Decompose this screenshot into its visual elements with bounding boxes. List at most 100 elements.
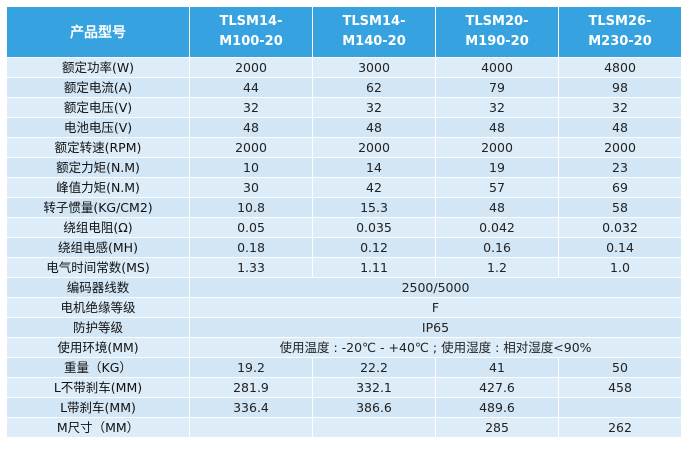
model-4-line2: M230-20 (588, 34, 652, 49)
table-row: M尺寸（MM） 285 262 (6, 417, 682, 438)
table-row: 电气时间常数(MS) 1.33 1.11 1.2 1.0 (6, 257, 682, 278)
row-label: 额定功率(W) (6, 57, 190, 78)
value-cell: 0.032 (558, 217, 682, 238)
value-cell: 0.042 (435, 217, 559, 238)
row-label: 绕组电阻(Ω) (6, 217, 190, 238)
row-label: 绕组电感(MH) (6, 237, 190, 258)
value-cell: 44 (189, 77, 313, 98)
row-label: 额定力矩(N.M) (6, 157, 190, 178)
table-row: 额定电压(V) 32 32 32 32 (6, 97, 682, 118)
value-cell: 3000 (312, 57, 436, 78)
table-row: 重量（KG） 19.2 22.2 41 50 (6, 357, 682, 378)
value-cell: 19 (435, 157, 559, 178)
row-label: L带刹车(MM) (6, 397, 190, 418)
value-cell: 285 (435, 417, 559, 438)
row-label: 编码器线数 (6, 277, 190, 298)
value-cell: 0.14 (558, 237, 682, 258)
value-cell: 23 (558, 157, 682, 178)
value-cell: 386.6 (312, 397, 436, 418)
model-2-line1: TLSM14- (342, 14, 406, 29)
table-row: 额定电流(A) 44 62 79 98 (6, 77, 682, 98)
value-cell: 0.035 (312, 217, 436, 238)
table-row: 电池电压(V) 48 48 48 48 (6, 117, 682, 138)
value-cell: 10.8 (189, 197, 313, 218)
row-label: 额定电压(V) (6, 97, 190, 118)
model-2-line2: M140-20 (342, 34, 406, 49)
table-row: 电机绝缘等级 F (6, 297, 682, 318)
value-cell: 50 (558, 357, 682, 378)
table-row: 转子惯量(KG/CM2) 10.8 15.3 48 58 (6, 197, 682, 218)
model-1-line2: M100-20 (219, 34, 283, 49)
value-cell: 19.2 (189, 357, 313, 378)
merged-value-cell: IP65 (189, 317, 682, 338)
value-cell: 262 (558, 417, 682, 438)
table-row: L不带刹车(MM) 281.9 332.1 427.6 458 (6, 377, 682, 398)
value-cell: 2000 (558, 137, 682, 158)
value-cell: 1.33 (189, 257, 313, 278)
row-label: M尺寸（MM） (6, 417, 190, 438)
value-cell: 1.11 (312, 257, 436, 278)
table-row: 额定力矩(N.M) 10 14 19 23 (6, 157, 682, 178)
value-cell: 427.6 (435, 377, 559, 398)
value-cell: 2000 (312, 137, 436, 158)
row-label: 额定转速(RPM) (6, 137, 190, 158)
value-cell: 48 (435, 117, 559, 138)
value-cell: 62 (312, 77, 436, 98)
value-cell: 41 (435, 357, 559, 378)
merged-value-cell: F (189, 297, 682, 318)
value-cell: 15.3 (312, 197, 436, 218)
value-cell: 1.0 (558, 257, 682, 278)
header-row: 产品型号 TLSM14- M100-20 TLSM14- M140-20 TLSM2… (6, 6, 682, 58)
value-cell: 98 (558, 77, 682, 98)
spec-table: 产品型号 TLSM14- M100-20 TLSM14- M140-20 TLSM2… (6, 6, 682, 438)
value-cell: 32 (558, 97, 682, 118)
merged-value-cell: 使用温度 : -20℃ - +40℃ ; 使用湿度 : 相对湿度<90% (189, 337, 682, 358)
table-row: 峰值力矩(N.M) 30 42 57 69 (6, 177, 682, 198)
value-cell: 48 (558, 117, 682, 138)
table-row: L带刹车(MM) 336.4 386.6 489.6 (6, 397, 682, 418)
header-model-4: TLSM26- M230-20 (558, 6, 682, 58)
value-cell (558, 397, 682, 418)
value-cell (189, 417, 313, 438)
table-row: 额定功率(W) 2000 3000 4000 4800 (6, 57, 682, 78)
value-cell: 0.16 (435, 237, 559, 258)
row-label: 重量（KG） (6, 357, 190, 378)
value-cell: 4800 (558, 57, 682, 78)
row-label: 防护等级 (6, 317, 190, 338)
value-cell: 1.2 (435, 257, 559, 278)
model-3-line1: TLSM20- (465, 14, 529, 29)
row-label: 电气时间常数(MS) (6, 257, 190, 278)
value-cell: 336.4 (189, 397, 313, 418)
value-cell: 48 (435, 197, 559, 218)
header-model-2: TLSM14- M140-20 (312, 6, 436, 58)
table-row: 额定转速(RPM) 2000 2000 2000 2000 (6, 137, 682, 158)
header-label: 产品型号 (6, 6, 190, 58)
value-cell: 332.1 (312, 377, 436, 398)
model-3-line2: M190-20 (465, 34, 529, 49)
row-label: 额定电流(A) (6, 77, 190, 98)
value-cell: 32 (189, 97, 313, 118)
row-label: 电机绝缘等级 (6, 297, 190, 318)
row-label: 使用环境(MM) (6, 337, 190, 358)
value-cell: 2000 (189, 137, 313, 158)
value-cell: 42 (312, 177, 436, 198)
value-cell: 79 (435, 77, 559, 98)
spec-table-container: 产品型号 TLSM14- M100-20 TLSM14- M140-20 TLSM2… (6, 6, 682, 438)
value-cell: 22.2 (312, 357, 436, 378)
table-row: 编码器线数 2500/5000 (6, 277, 682, 298)
value-cell: 0.18 (189, 237, 313, 258)
row-label: 电池电压(V) (6, 117, 190, 138)
model-1-line1: TLSM14- (219, 14, 283, 29)
value-cell: 4000 (435, 57, 559, 78)
value-cell: 30 (189, 177, 313, 198)
row-label: 峰值力矩(N.M) (6, 177, 190, 198)
table-row: 防护等级 IP65 (6, 317, 682, 338)
merged-value-cell: 2500/5000 (189, 277, 682, 298)
row-label: L不带刹车(MM) (6, 377, 190, 398)
value-cell: 69 (558, 177, 682, 198)
value-cell: 458 (558, 377, 682, 398)
value-cell (312, 417, 436, 438)
value-cell: 32 (312, 97, 436, 118)
value-cell: 281.9 (189, 377, 313, 398)
row-label: 转子惯量(KG/CM2) (6, 197, 190, 218)
